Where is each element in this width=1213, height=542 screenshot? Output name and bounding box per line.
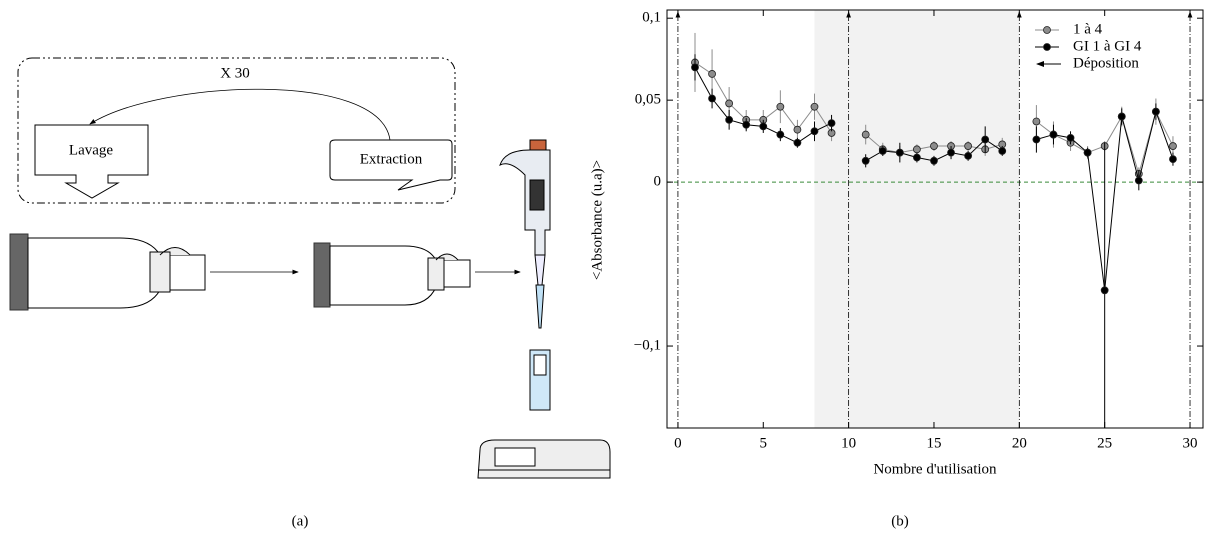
x-tick-label: 10 [841,435,856,451]
data-point [708,94,716,103]
x-tick-label: 0 [674,435,682,451]
data-point [1066,133,1075,142]
data-point [1083,148,1092,157]
data-point [930,142,938,150]
data-point [1169,155,1177,164]
x-tick-label: 25 [1097,435,1112,451]
legend-label: Déposition [1073,55,1139,71]
data-point [930,156,938,165]
data-point [964,142,973,150]
data-point [793,125,802,134]
data-point [742,120,751,129]
data-point [1117,112,1126,121]
pipette-shaft [534,254,546,286]
plot-area [691,32,1177,428]
caption: (b) [891,513,909,529]
repeat-label: X 30 [220,65,250,81]
data-point [913,153,921,162]
pipette-button [529,139,547,151]
bottle-cap [9,233,29,311]
pipette-tip [535,284,545,329]
data-point [776,102,785,111]
data-point [725,115,734,124]
data-point [964,151,973,160]
data-point [793,138,802,147]
data-point [998,147,1007,155]
data-point [1100,286,1109,295]
legend-marker [1043,26,1051,34]
bottle-valve [427,253,459,291]
data-point [1032,117,1041,126]
bottle-cap [313,242,331,308]
data-point [1151,107,1160,116]
data-point [947,148,955,157]
cuvette-window [533,354,547,376]
x-tick-label: 30 [1183,435,1198,451]
data-point [878,147,887,155]
y-axis-label: <Absorbance (u.a)> [589,160,605,280]
y-tick-label: −0,1 [634,337,661,353]
y-tick-label: 0,1 [642,10,661,26]
lavage-box [34,124,149,199]
data-point [1169,142,1177,150]
legend-marker [1043,43,1051,51]
data-point [827,119,836,128]
legend-label: GI 1 à GI 4 [1073,38,1142,54]
panel-a [9,57,611,479]
data-point [1032,135,1041,144]
box-label: Lavage [69,142,113,158]
plot-frame [666,9,1204,429]
balance-screen [494,447,536,467]
x-tick-label: 15 [926,435,941,451]
data-point [691,63,699,72]
data-point [1049,130,1058,139]
extraction-box [329,139,453,191]
data-point [861,156,870,165]
bottle-valve [149,247,191,293]
data-point [776,130,785,139]
caption: (a) [292,513,309,529]
loop-box [17,57,456,204]
data-point [725,99,734,108]
box-label: Extraction [360,151,423,167]
x-axis-label: Nombre d'utilisation [873,461,997,477]
x-tick-label: 5 [760,435,768,451]
data-point [895,148,904,157]
data-point [1134,176,1143,185]
x-tick-label: 20 [1012,435,1027,451]
data-point [708,70,716,78]
data-point [810,127,819,136]
data-point [810,102,819,111]
data-point [913,145,921,154]
data-point [759,122,768,131]
data-point [981,135,990,144]
loop-arrow [89,88,391,141]
pipette-display [529,179,545,211]
shaded-range [814,10,1020,428]
y-tick-label: 0,05 [635,92,661,108]
legend-label: 1 à 4 [1073,21,1103,37]
data-point [861,130,870,139]
y-tick-label: 0 [654,174,662,190]
